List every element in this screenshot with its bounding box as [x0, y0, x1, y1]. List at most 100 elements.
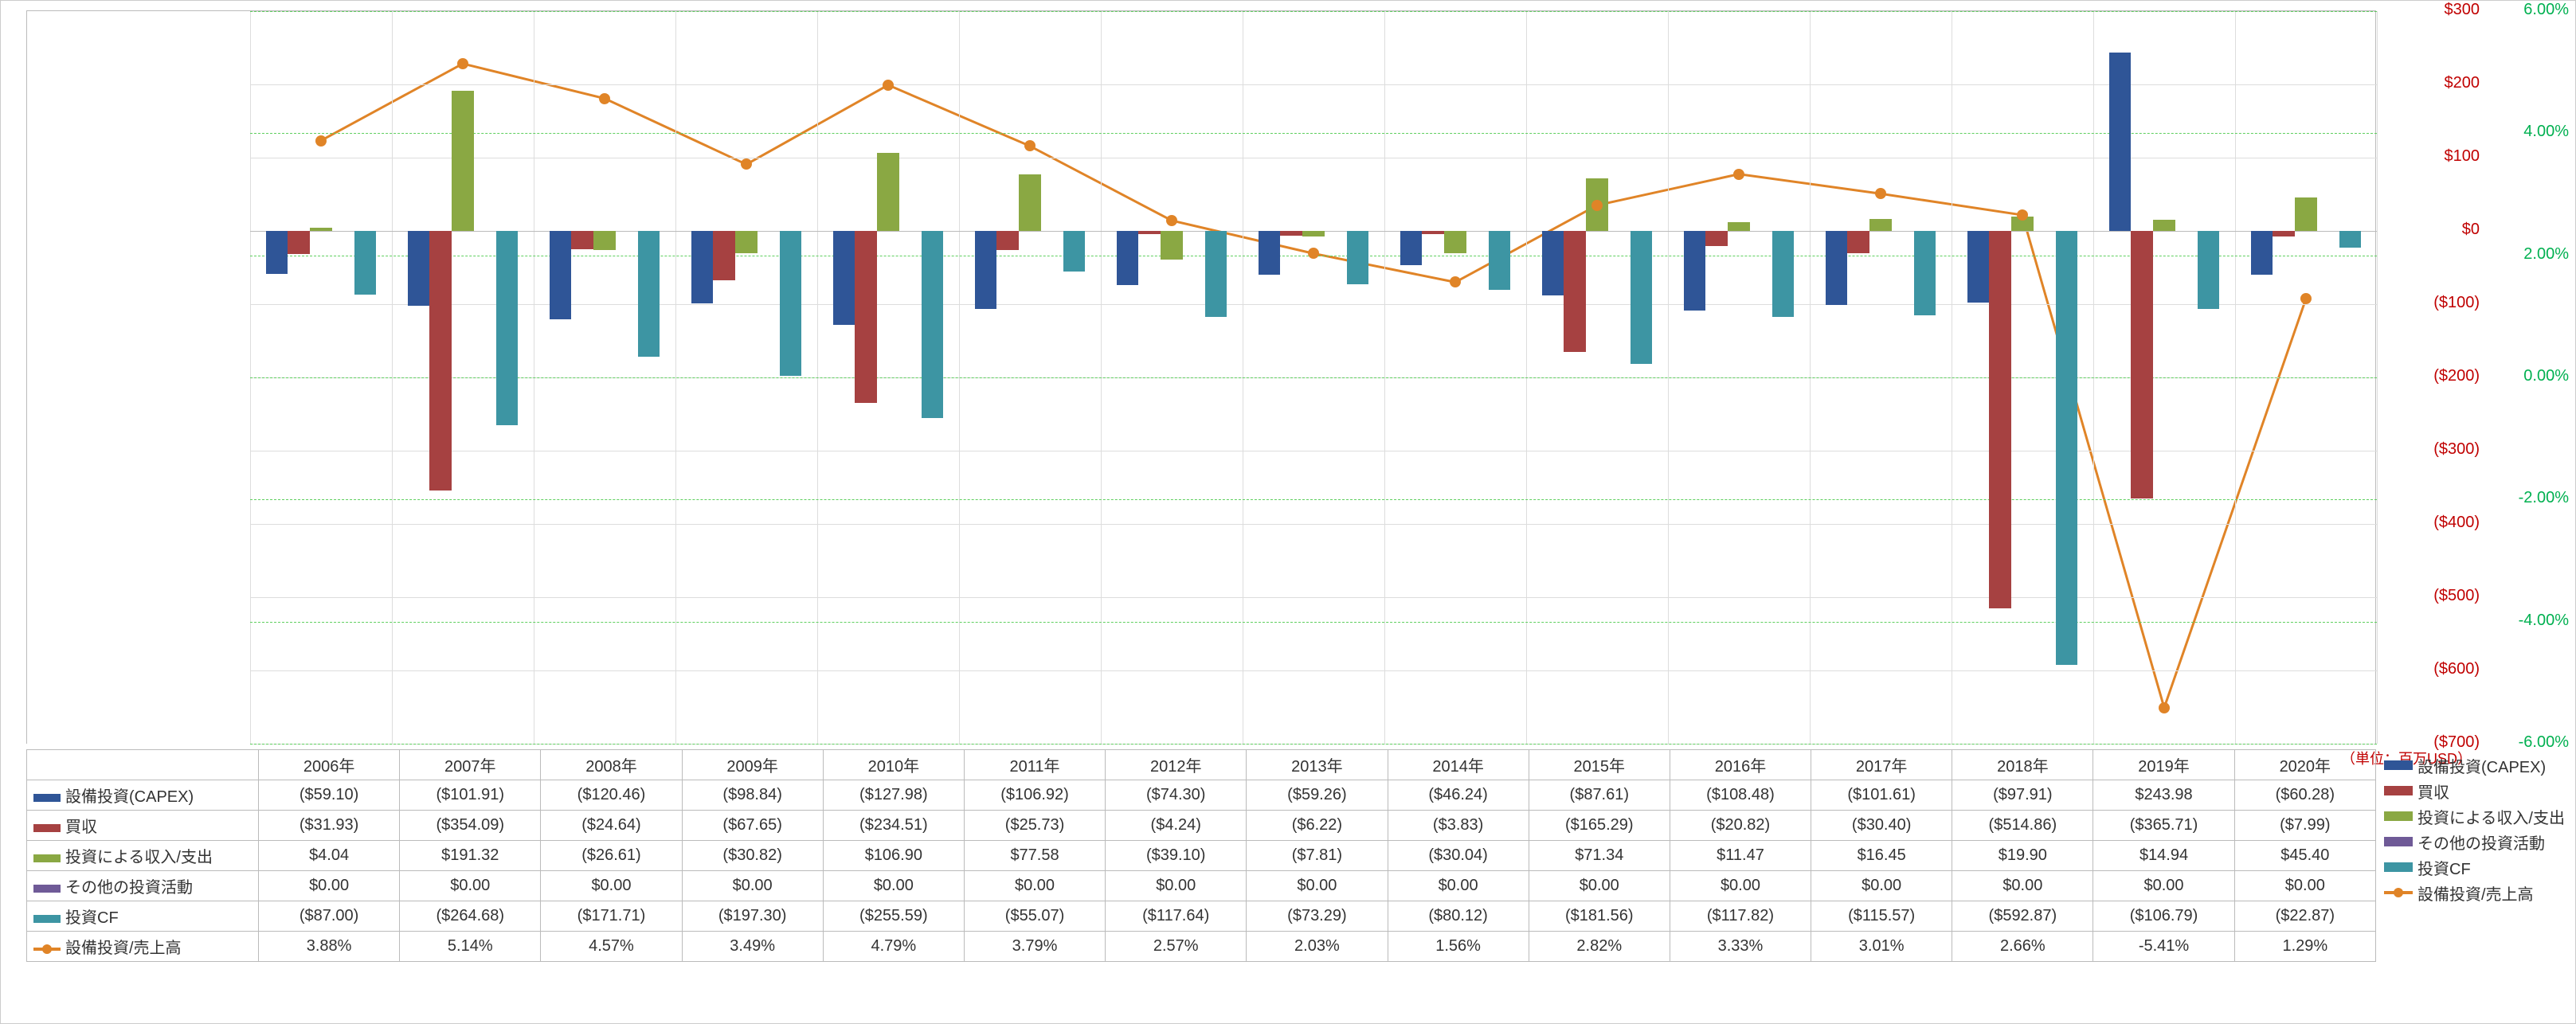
table-cell: 3.33%: [1670, 932, 1811, 962]
marker-ratio: [1166, 215, 1177, 226]
bar-invinc: [1444, 231, 1466, 253]
legend-item-invinc[interactable]: 投資による収入/支出: [2384, 803, 2567, 829]
table-row: 設備投資(CAPEX)($59.10)($101.91)($120.46)($9…: [27, 780, 2376, 811]
bar-acq: [2273, 231, 2295, 236]
table-cell: ($106.92): [964, 780, 1105, 811]
bar-invcf: [1063, 231, 1086, 272]
legend-item-ratio[interactable]: 設備投資/売上高: [2384, 880, 2567, 905]
legend-label: 投資CF: [2417, 856, 2471, 879]
y-left-tick: ($100): [2433, 294, 2480, 312]
table-cell: ($171.71): [541, 901, 682, 932]
marker-ratio: [457, 58, 468, 69]
table-cell: ($46.24): [1388, 780, 1529, 811]
table-cell: ($6.22): [1247, 811, 1388, 841]
table-col-header: 2012年: [1106, 750, 1247, 780]
table-cell: ($7.99): [2234, 811, 2375, 841]
bar-invcf: [1772, 231, 1795, 317]
bar-capex: [550, 231, 572, 319]
table-cell: $0.00: [1247, 871, 1388, 901]
table-cell: ($20.82): [1670, 811, 1811, 841]
bar-acq: [713, 231, 735, 280]
legend-item-acq[interactable]: 買収: [2384, 778, 2567, 803]
table-cell: $0.00: [541, 871, 682, 901]
y-left-tick: ($600): [2433, 660, 2480, 678]
table-cell: ($7.81): [1247, 841, 1388, 871]
y-right-tick: 0.00%: [2523, 367, 2569, 385]
table-col-header: 2019年: [2093, 750, 2234, 780]
table-cell: $0.00: [1952, 871, 2093, 901]
bar-capex: [1684, 231, 1706, 311]
bar-invinc: [310, 228, 332, 231]
table-cell: 4.79%: [823, 932, 964, 962]
table-cell: ($365.71): [2093, 811, 2234, 841]
table-cell: $0.00: [2093, 871, 2234, 901]
legend-item-other[interactable]: その他の投資活動: [2384, 829, 2567, 854]
table-cell: $0.00: [964, 871, 1105, 901]
table-cell: $11.47: [1670, 841, 1811, 871]
bar-capex: [408, 231, 430, 306]
bar-capex: [1826, 231, 1848, 305]
table-cell: ($108.48): [1670, 780, 1811, 811]
table-cell: ($234.51): [823, 811, 964, 841]
table-cell: ($181.56): [1529, 901, 1670, 932]
marker-ratio: [2159, 702, 2170, 713]
legend-label: 設備投資(CAPEX): [2417, 754, 2546, 777]
y-left-tick: ($200): [2433, 367, 2480, 385]
table-row: 設備投資/売上高3.88%5.14%4.57%3.49%4.79%3.79%2.…: [27, 932, 2376, 962]
table-col-header: 2020年: [2234, 750, 2375, 780]
table-cell: $0.00: [1811, 871, 1952, 901]
table-col-header: 2013年: [1247, 750, 1388, 780]
table-cell: 4.57%: [541, 932, 682, 962]
bar-acq: [2131, 231, 2153, 498]
table-col-header: 2015年: [1529, 750, 1670, 780]
legend-item-capex[interactable]: 設備投資(CAPEX): [2384, 752, 2567, 778]
table-cell: $77.58: [964, 841, 1105, 871]
table-row-header: 設備投資(CAPEX): [27, 780, 259, 811]
bar-invcf: [1914, 231, 1936, 315]
plot-area: [26, 10, 2376, 744]
table-row-header: 設備投資/売上高: [27, 932, 259, 962]
row-header-label: その他の投資活動: [65, 879, 193, 897]
table-cell: ($115.57): [1811, 901, 1952, 932]
plot-inner: [250, 11, 2377, 744]
table-cell: ($120.46): [541, 780, 682, 811]
bar-invinc: [735, 231, 758, 253]
table-row-header: 投資による収入/支出: [27, 841, 259, 871]
marker-ratio: [2017, 209, 2028, 221]
table-col-header: 2007年: [400, 750, 541, 780]
table-cell: ($39.10): [1106, 841, 1247, 871]
bar-invcf: [1347, 231, 1369, 284]
y-left-tick: ($500): [2433, 587, 2480, 605]
bar-invinc: [1161, 231, 1183, 260]
table-row-header: 買収: [27, 811, 259, 841]
marker-ratio: [1875, 188, 1886, 199]
bar-capex: [1400, 231, 1423, 265]
table-cell: ($59.10): [259, 780, 400, 811]
row-header-label: 投資CF: [65, 909, 119, 927]
table-col-header: 2014年: [1388, 750, 1529, 780]
table-cell: ($26.61): [541, 841, 682, 871]
table-cell: 1.29%: [2234, 932, 2375, 962]
table-cell: $0.00: [1388, 871, 1529, 901]
y-left-tick: $300: [2445, 1, 2480, 19]
table-col-header: [27, 750, 259, 780]
bar-invinc: [1869, 219, 1892, 231]
bar-invcf: [2198, 231, 2220, 309]
table-cell: 5.14%: [400, 932, 541, 962]
bar-capex: [1967, 231, 1990, 303]
table-cell: 3.49%: [682, 932, 823, 962]
y-left-tick: $0: [2462, 221, 2480, 239]
bar-invcf: [638, 231, 660, 357]
bar-invinc: [1728, 222, 1750, 231]
table-cell: ($24.64): [541, 811, 682, 841]
legend-item-invcf[interactable]: 投資CF: [2384, 854, 2567, 880]
table-cell: ($101.61): [1811, 780, 1952, 811]
table-cell: $14.94: [2093, 841, 2234, 871]
table-cell: $19.90: [1952, 841, 2093, 871]
table-cell: ($25.73): [964, 811, 1105, 841]
bar-acq: [1847, 231, 1869, 253]
y-left-tick: ($300): [2433, 440, 2480, 459]
table-cell: ($106.79): [2093, 901, 2234, 932]
table-cell: ($30.04): [1388, 841, 1529, 871]
bar-invinc: [452, 91, 474, 231]
